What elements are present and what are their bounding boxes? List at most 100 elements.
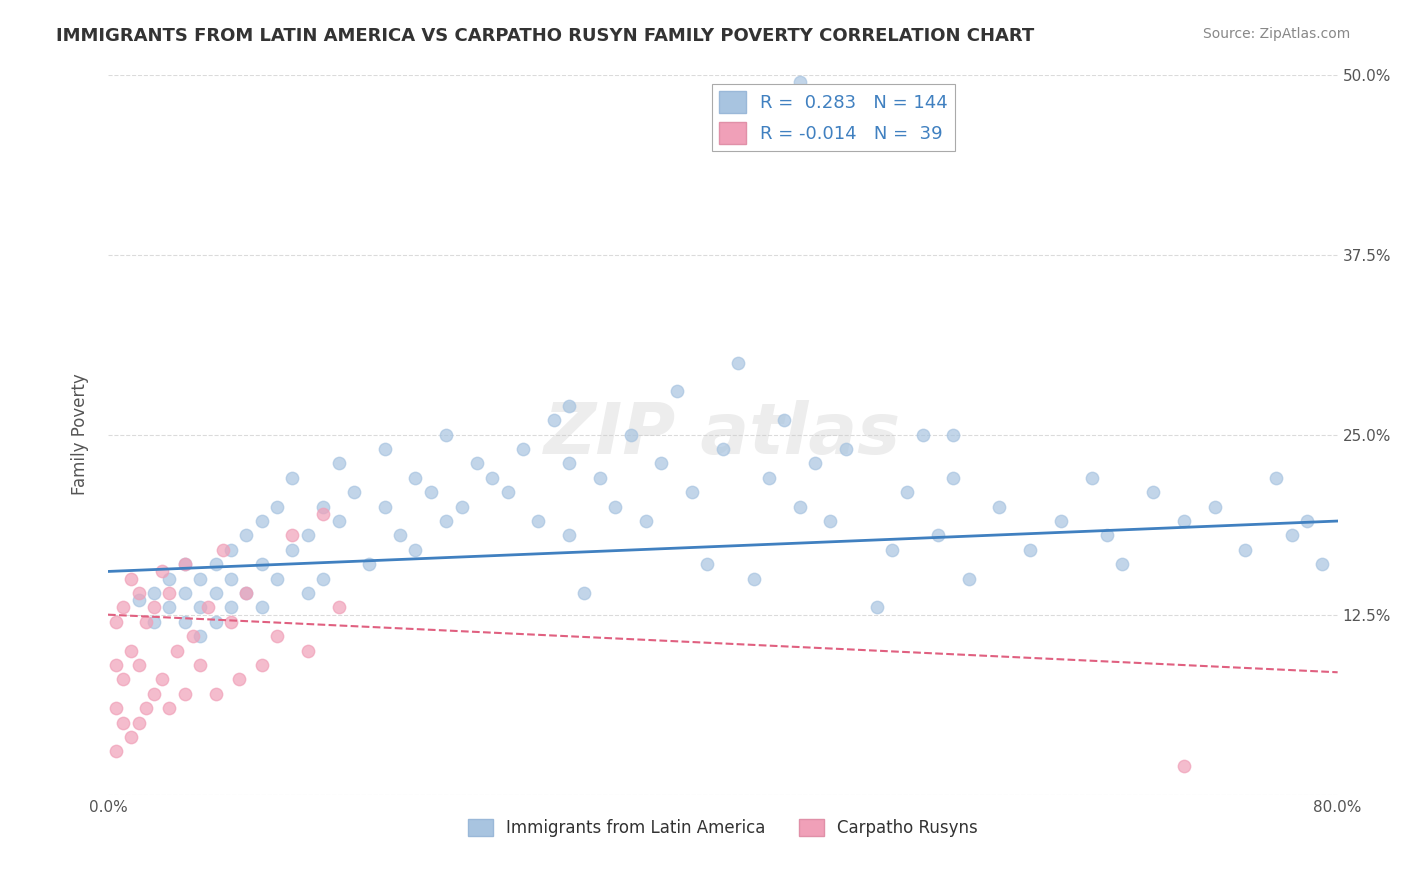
Legend: Immigrants from Latin America, Carpatho Rusyns: Immigrants from Latin America, Carpatho …: [461, 813, 984, 844]
Point: [727, 355, 749, 369]
Point: [650, 457, 672, 471]
Point: [1310, 558, 1333, 572]
Point: [865, 600, 887, 615]
Point: [1111, 558, 1133, 572]
Point: [235, 528, 257, 542]
Point: [328, 457, 350, 471]
Point: [1296, 514, 1319, 528]
Point: [758, 471, 780, 485]
Point: [543, 413, 565, 427]
Point: [681, 485, 703, 500]
Point: [957, 572, 980, 586]
Point: [804, 457, 827, 471]
Point: [512, 442, 534, 456]
Point: [374, 442, 396, 456]
Point: [219, 542, 242, 557]
Point: [434, 514, 457, 528]
Point: [1173, 759, 1195, 773]
Point: [128, 593, 150, 607]
Point: [104, 658, 127, 673]
Point: [197, 600, 219, 615]
Point: [297, 643, 319, 657]
Point: [434, 427, 457, 442]
Point: [159, 701, 181, 715]
Point: [880, 542, 903, 557]
Point: [112, 673, 135, 687]
Point: [188, 600, 211, 615]
Point: [1050, 514, 1073, 528]
Point: [143, 586, 166, 600]
Point: [450, 500, 472, 514]
Point: [266, 500, 288, 514]
Point: [104, 701, 127, 715]
Point: [404, 542, 426, 557]
Point: [120, 730, 142, 744]
Point: [1234, 542, 1257, 557]
Point: [343, 485, 366, 500]
Point: [911, 427, 934, 442]
Point: [297, 528, 319, 542]
Point: [266, 629, 288, 643]
Point: [942, 471, 965, 485]
Point: [250, 514, 273, 528]
Point: [219, 572, 242, 586]
Point: [104, 615, 127, 629]
Point: [166, 643, 188, 657]
Point: [1281, 528, 1303, 542]
Point: [219, 615, 242, 629]
Point: [188, 629, 211, 643]
Point: [711, 442, 734, 456]
Point: [465, 457, 488, 471]
Point: [159, 572, 181, 586]
Point: [359, 558, 381, 572]
Point: [619, 427, 641, 442]
Point: [312, 572, 335, 586]
Point: [173, 586, 195, 600]
Point: [120, 643, 142, 657]
Point: [927, 528, 949, 542]
Point: [173, 558, 195, 572]
Point: [665, 384, 688, 399]
Point: [1204, 500, 1226, 514]
Point: [773, 413, 796, 427]
Point: [173, 687, 195, 701]
Point: [150, 673, 173, 687]
Point: [419, 485, 441, 500]
Point: [112, 600, 135, 615]
Point: [235, 586, 257, 600]
Y-axis label: Family Poverty: Family Poverty: [72, 374, 89, 495]
Point: [159, 600, 181, 615]
Point: [634, 514, 657, 528]
Point: [558, 457, 581, 471]
Point: [558, 399, 581, 413]
Point: [204, 687, 226, 701]
Point: [143, 600, 166, 615]
Point: [574, 586, 596, 600]
Point: [1265, 471, 1288, 485]
Point: [481, 471, 503, 485]
Point: [281, 471, 304, 485]
Point: [250, 600, 273, 615]
Point: [605, 500, 627, 514]
Point: [212, 542, 235, 557]
Point: [1080, 471, 1102, 485]
Point: [120, 572, 142, 586]
Point: [281, 542, 304, 557]
Point: [204, 558, 226, 572]
Point: [228, 673, 250, 687]
Point: [250, 658, 273, 673]
Point: [496, 485, 519, 500]
Point: [896, 485, 918, 500]
Point: [312, 500, 335, 514]
Point: [181, 629, 204, 643]
Point: [204, 586, 226, 600]
Point: [143, 687, 166, 701]
Point: [135, 615, 157, 629]
Point: [374, 500, 396, 514]
Point: [128, 586, 150, 600]
Point: [558, 528, 581, 542]
Point: [527, 514, 550, 528]
Point: [128, 658, 150, 673]
Text: ZIP atlas: ZIP atlas: [544, 401, 901, 469]
Point: [696, 558, 718, 572]
